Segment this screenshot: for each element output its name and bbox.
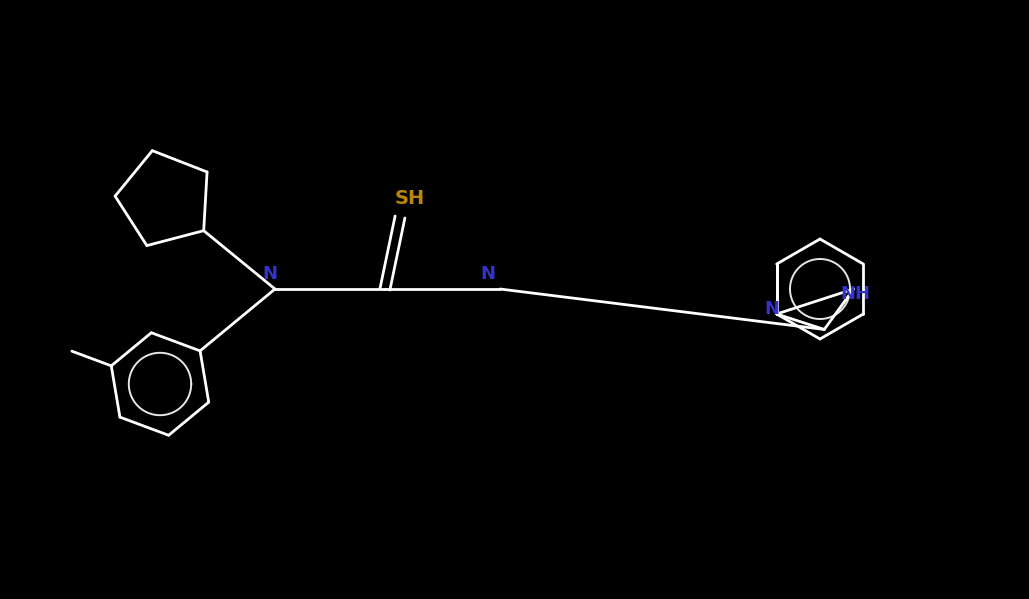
Text: SH: SH	[395, 189, 425, 208]
Text: NH: NH	[841, 285, 871, 303]
Text: N: N	[262, 265, 278, 283]
Text: N: N	[481, 265, 496, 283]
Text: N: N	[765, 300, 779, 318]
